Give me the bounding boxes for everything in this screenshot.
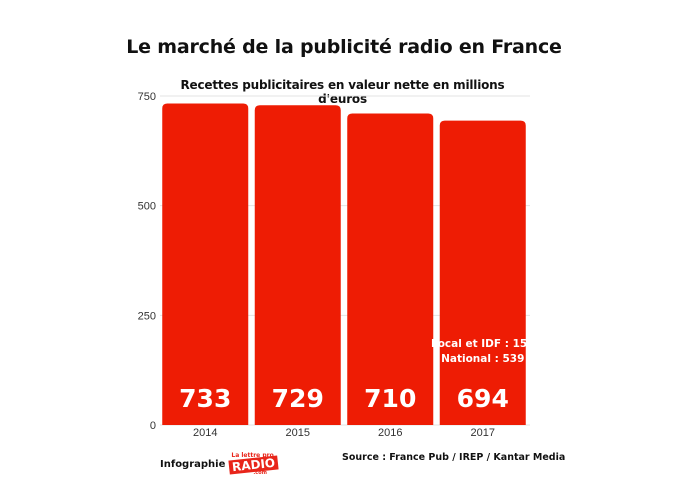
logo-top-text: La lettre pro [231, 452, 274, 459]
labels: 0 250 500 750 733 2014 729 2015 710 2016 694 2017 Lo… [138, 91, 535, 439]
brand-logo: La lettre pro RADIO .com [227, 452, 280, 476]
y-tick-label: 500 [138, 201, 156, 213]
credit-text: Infographie [160, 458, 226, 470]
y-tick-label: 0 [150, 420, 156, 432]
x-tick-label: 2014 [193, 427, 217, 439]
x-tick-label: 2016 [378, 427, 402, 439]
footer-credit: Infographie La lettre pro RADIO .com [160, 452, 280, 476]
annotation-line: Local et IDF : 155 [431, 338, 535, 350]
annotation-line: National : 539 [441, 353, 524, 365]
x-tick-label: 2015 [286, 427, 310, 439]
bar-2015 [254, 105, 341, 425]
source-note: Source : France Pub / IREP / Kantar Medi… [342, 452, 566, 463]
y-tick-label: 750 [138, 91, 156, 103]
bar-2014 [162, 103, 249, 425]
logo-small-text: .com [253, 470, 267, 476]
bars [162, 103, 526, 426]
value-label: 729 [272, 384, 324, 413]
y-tick-label: 250 [138, 310, 156, 322]
value-label: 710 [364, 384, 416, 413]
value-label: 733 [179, 384, 231, 413]
x-tick-label: 2017 [471, 427, 495, 439]
chart-title: Le marché de la publicité radio en Franc… [126, 36, 562, 58]
bar-2017 [439, 120, 526, 425]
value-label: 694 [457, 384, 509, 413]
bar-2016 [347, 113, 434, 426]
